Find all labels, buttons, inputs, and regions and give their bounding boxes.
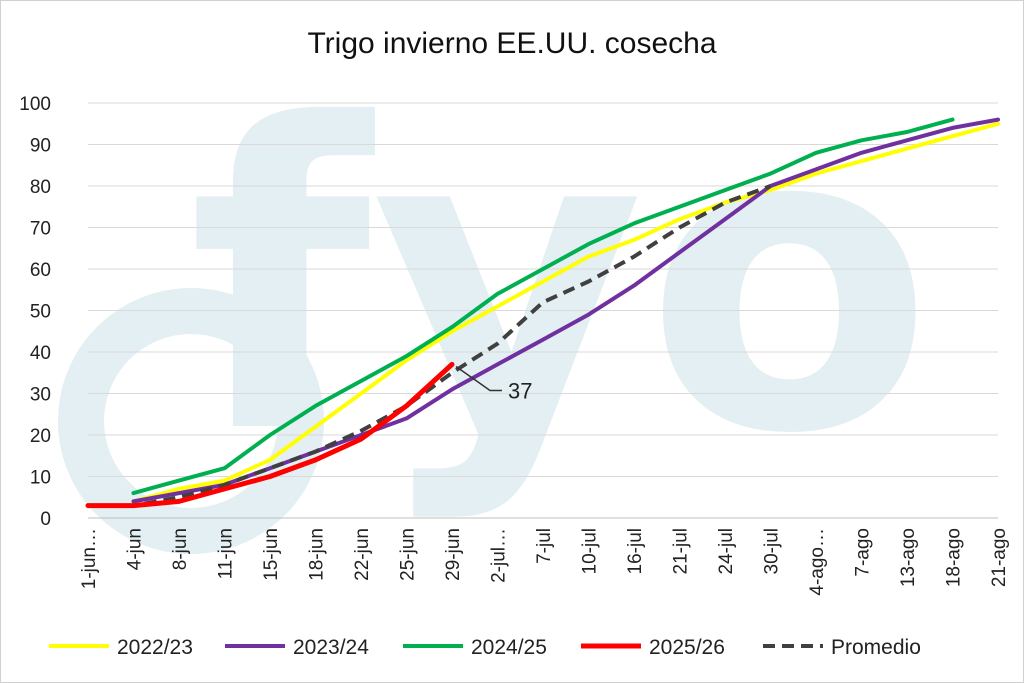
annotation-leader xyxy=(455,365,502,392)
y-tick-label: 100 xyxy=(19,94,51,115)
legend-label: 2022/23 xyxy=(117,636,193,659)
series-lines xyxy=(85,117,1000,509)
x-tick-label: 15-jun xyxy=(261,528,282,581)
x-tick-label: 21-ago xyxy=(989,528,1010,587)
legend-label: 2024/25 xyxy=(471,636,547,659)
y-tick-label: 0 xyxy=(40,509,51,530)
x-tick-label: 18-ago xyxy=(944,528,965,587)
y-tick-label: 70 xyxy=(30,219,51,240)
gridlines xyxy=(88,102,998,519)
x-tick-label: 10-jul xyxy=(580,528,601,574)
legend-label: Promedio xyxy=(831,636,921,659)
annotations: 37 xyxy=(455,365,532,403)
y-tick-label: 80 xyxy=(30,177,51,198)
x-tick-label: 13-ago xyxy=(898,528,919,587)
fyo-watermark-logo: fyo xyxy=(58,37,934,554)
x-tick-label: 4-jun xyxy=(125,528,146,570)
legend-label: 2025/26 xyxy=(649,636,725,659)
annotation-label: 37 xyxy=(508,378,532,403)
x-tick-label: 1-jun… xyxy=(79,528,100,589)
x-tick-label: 4-ago… xyxy=(807,528,828,596)
y-tick-label: 20 xyxy=(30,426,51,447)
x-tick-label: 16-jul xyxy=(625,528,646,574)
y-tick-label: 40 xyxy=(30,343,51,364)
x-tick-label: 8-jun xyxy=(170,528,191,570)
y-tick-label: 30 xyxy=(30,385,51,406)
x-tick-label: 18-jun xyxy=(307,528,328,581)
y-tick-label: 50 xyxy=(30,302,51,323)
x-tick-label: 21-jul xyxy=(671,528,692,574)
legend-label: 2023/24 xyxy=(293,636,369,659)
x-axis: 1-jun… 4-jun 8-jun 11-jun 15-jun 18-jun 22-jun… xyxy=(79,528,1010,596)
series-line-2022-23 xyxy=(131,121,1000,504)
x-tick-label: 7-jul xyxy=(534,528,555,564)
x-tick-label: 24-jul xyxy=(716,528,737,574)
x-tick-label: 11-jun xyxy=(216,528,237,579)
x-tick-label: 25-jun xyxy=(398,528,419,581)
x-tick-label: 30-jul xyxy=(762,528,783,574)
x-tick-label: 2-jul… xyxy=(489,528,510,583)
legend: 2022/23 2023/24 2024/25 2025/26 Promedio xyxy=(49,636,921,659)
y-tick-label: 10 xyxy=(30,468,51,489)
chart-title: Trigo invierno EE.UU. cosecha xyxy=(307,27,716,60)
x-tick-label: 7-ago xyxy=(853,528,874,577)
y-tick-label: 60 xyxy=(30,260,51,281)
x-tick-label: 29-jun xyxy=(443,528,464,581)
series-line-2024-25 xyxy=(131,117,955,496)
y-tick-label: 90 xyxy=(30,136,51,157)
y-axis: 0 10 20 30 40 50 60 70 80 90 100 xyxy=(19,94,51,530)
series-line-promedio xyxy=(88,184,772,508)
series-line-2025-26 xyxy=(85,361,455,509)
x-tick-label: 22-jun xyxy=(352,528,373,581)
